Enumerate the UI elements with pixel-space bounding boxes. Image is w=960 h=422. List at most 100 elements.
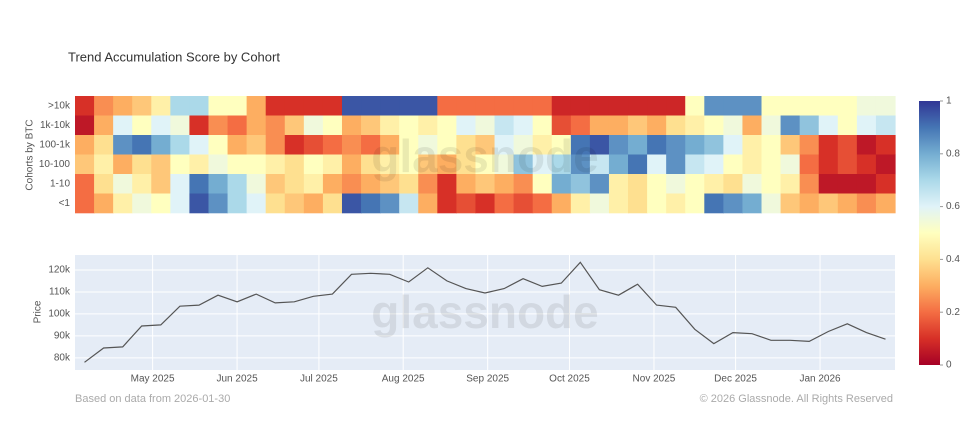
heatmap-cell: [570, 154, 591, 175]
heatmap-cell: [303, 154, 324, 175]
heatmap-cell: [608, 96, 629, 116]
watermark: glassnode: [371, 130, 599, 182]
heatmap-cell: [608, 174, 629, 194]
x-tick-label: Aug 2025: [382, 374, 425, 385]
heatmap-cell: [399, 154, 419, 175]
heatmap-cell: [608, 193, 629, 214]
heatmap-cell: [856, 174, 877, 194]
heatmap-cell: [75, 193, 95, 214]
heatmap-cell: [551, 174, 572, 194]
heatmap-cell: [361, 96, 381, 116]
heatmap-cell: [685, 115, 705, 136]
heatmap-cell: [837, 174, 858, 194]
heatmap-cell: [303, 135, 324, 155]
heatmap-cell: [837, 135, 858, 155]
watermark: glassnode: [371, 286, 599, 338]
heatmap-cell: [322, 135, 343, 155]
heatmap-cell: [818, 174, 839, 194]
heatmap-cell: [399, 174, 419, 194]
heatmap-cell: [437, 135, 457, 155]
heatmap-cell: [799, 115, 820, 136]
heatmap-cell: [456, 135, 477, 155]
heatmap-cell: [647, 193, 667, 214]
heatmap-cell: [132, 154, 152, 175]
heatmap-cell: [246, 115, 267, 136]
heatmap-cell: [170, 115, 191, 136]
heatmap-cell: [628, 174, 648, 194]
heatmap-cell: [608, 154, 629, 175]
x-tick-label: Jan 2026: [799, 374, 841, 385]
heatmap-cell: [666, 96, 686, 116]
heatmap-cell: [551, 193, 572, 214]
heatmap-cell: [75, 96, 95, 116]
heatmap-cell: [704, 96, 724, 116]
heatmap-cell: [189, 174, 210, 194]
heatmap-cell: [189, 193, 210, 214]
heatmap-cell: [494, 193, 515, 214]
colorbar-tick-label: 0.4: [946, 254, 960, 265]
heatmap-cell: [361, 193, 381, 214]
footer-note: Based on data from 2026-01-30: [75, 393, 230, 405]
heatmap-cell: [723, 193, 744, 214]
heatmap-cell: [322, 96, 343, 116]
heatmap-cell: [666, 135, 686, 155]
heatmap-cell: [628, 154, 648, 175]
heatmap-cell: [341, 115, 362, 136]
colorbar: [919, 101, 940, 365]
heatmap-cell: [94, 193, 114, 214]
heatmap-cell: [418, 115, 438, 136]
heatmap-cell: [341, 96, 362, 116]
heatmap-cell: [513, 154, 534, 175]
heatmap-cell: [742, 174, 763, 194]
heatmap-cell: [494, 96, 515, 116]
heatmap-cell: [113, 193, 133, 214]
y-tick-label: 90k: [54, 331, 71, 342]
heatmap-cell: [132, 115, 152, 136]
heatmap-cell: [532, 115, 553, 136]
heatmap-cell: [94, 135, 114, 155]
heatmap-cell: [322, 193, 343, 214]
heatmap-cell: [799, 154, 820, 175]
heatmap-cell: [761, 115, 782, 136]
heatmap-cell: [227, 193, 248, 214]
heatmap-cell: [742, 135, 763, 155]
heatmap-cell: [780, 193, 801, 214]
heatmap-cell: [151, 115, 171, 136]
heatmap-cell: [837, 193, 858, 214]
heatmap-cell: [437, 154, 457, 175]
heatmap-cell: [456, 174, 477, 194]
heatmap-cell: [704, 174, 724, 194]
heatmap-cell: [704, 193, 724, 214]
heatmap-cell: [437, 193, 457, 214]
heatmap-cell: [227, 135, 248, 155]
heatmap-cell: [475, 135, 496, 155]
heatmap-cell: [380, 96, 400, 116]
heatmap-cell: [170, 154, 191, 175]
heatmap-cell: [208, 193, 229, 214]
heatmap-cell: [818, 154, 839, 175]
row-label: >10k: [48, 100, 71, 111]
heatmap-cell: [475, 174, 496, 194]
heatmap-cell: [647, 174, 667, 194]
heatmap-cell: [666, 174, 686, 194]
heatmap-cell: [589, 135, 610, 155]
heatmap-cell: [780, 115, 801, 136]
heatmap-cell: [875, 174, 896, 194]
heatmap-cell: [723, 135, 744, 155]
heatmap-cell: [761, 174, 782, 194]
heatmap-cell: [151, 96, 171, 116]
x-tick-label: Nov 2025: [633, 374, 676, 385]
heatmap-cell: [589, 115, 610, 136]
heatmap-cell: [208, 115, 229, 136]
heatmap-cell: [341, 154, 362, 175]
heatmap-cell: [780, 135, 801, 155]
heatmap-cell: [151, 174, 171, 194]
heatmap-cell: [94, 174, 114, 194]
price-line: [84, 261, 886, 363]
row-label: 100-1k: [39, 139, 71, 150]
heatmap-cell: [227, 96, 248, 116]
heatmap-cell: [189, 154, 210, 175]
heatmap-cell: [475, 193, 496, 214]
colorbar-tick-label: 0.8: [946, 148, 960, 159]
